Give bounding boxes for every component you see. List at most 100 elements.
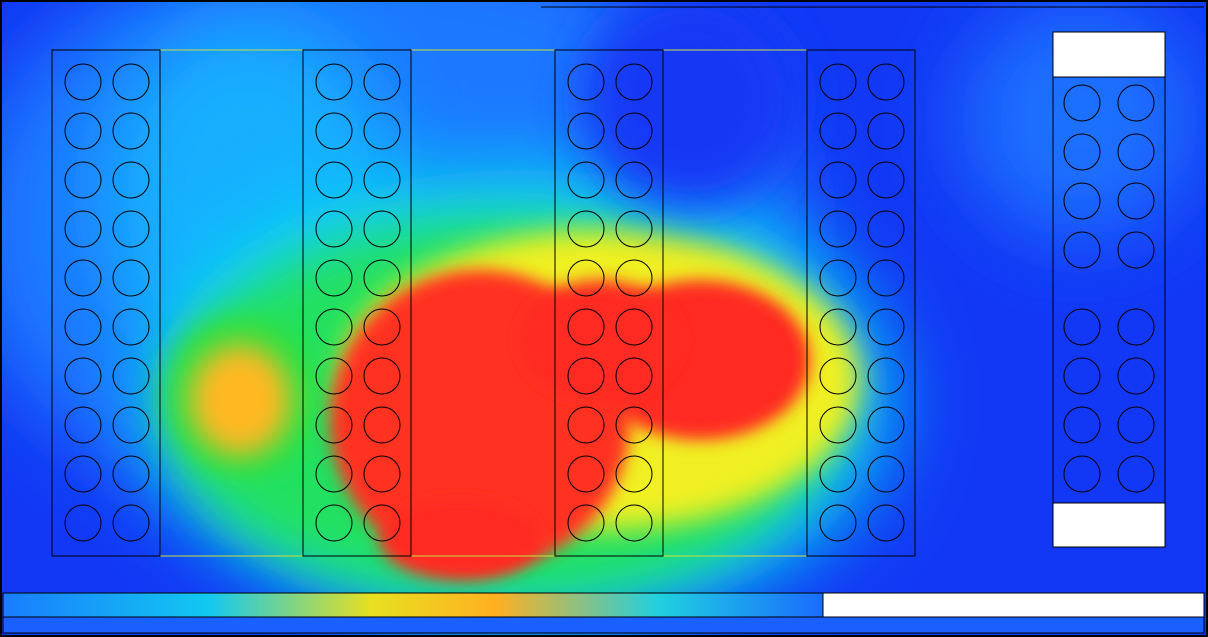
coil-block	[51, 49, 161, 557]
conductor	[819, 406, 857, 444]
conductor	[567, 112, 605, 150]
conductor	[615, 504, 653, 542]
conductor	[1117, 308, 1155, 346]
conductor	[363, 504, 401, 542]
conductor	[867, 161, 905, 199]
field-zone	[190, 345, 290, 455]
conductor	[867, 112, 905, 150]
coils	[51, 49, 1155, 557]
conductor	[819, 455, 857, 493]
conductor	[315, 357, 353, 395]
conductor	[112, 112, 150, 150]
conductor	[112, 308, 150, 346]
conductor	[819, 63, 857, 101]
conductor	[867, 259, 905, 297]
conductor	[567, 259, 605, 297]
conductor	[615, 455, 653, 493]
conductor	[819, 161, 857, 199]
conductor	[567, 210, 605, 248]
coil-block	[302, 49, 412, 557]
conductor	[1063, 406, 1101, 444]
conductor	[819, 112, 857, 150]
conductor	[1117, 182, 1155, 220]
conductor	[867, 406, 905, 444]
coil-block	[806, 49, 916, 557]
right-block-cap	[1052, 31, 1166, 78]
conductor	[1117, 357, 1155, 395]
conductor	[615, 210, 653, 248]
conductor	[363, 210, 401, 248]
conductor	[615, 161, 653, 199]
conductor	[64, 406, 102, 444]
base	[2, 616, 1205, 634]
conductor	[315, 259, 353, 297]
conductor	[112, 259, 150, 297]
conductor	[64, 308, 102, 346]
conductor	[819, 308, 857, 346]
conductor	[64, 161, 102, 199]
field-zone	[580, 0, 800, 210]
conductor	[1063, 308, 1101, 346]
conductor	[1117, 455, 1155, 493]
conductor	[315, 504, 353, 542]
conductor	[64, 455, 102, 493]
conductor	[1063, 133, 1101, 171]
conductor	[363, 406, 401, 444]
conductor	[1063, 455, 1101, 493]
conductor	[1063, 231, 1101, 269]
conductor	[112, 357, 150, 395]
bottom-strip-blank	[822, 592, 1205, 618]
conductor	[112, 504, 150, 542]
conductor	[867, 63, 905, 101]
conductor	[867, 455, 905, 493]
conductor	[363, 455, 401, 493]
conductor	[567, 63, 605, 101]
conductor	[64, 63, 102, 101]
conductor	[64, 259, 102, 297]
conductor	[64, 357, 102, 395]
conductor	[867, 308, 905, 346]
conductor	[615, 259, 653, 297]
conductor	[64, 210, 102, 248]
conductor	[1063, 84, 1101, 122]
conductor	[315, 308, 353, 346]
conductor	[315, 210, 353, 248]
conductor	[615, 357, 653, 395]
conductor	[363, 259, 401, 297]
conductor	[363, 63, 401, 101]
conductor	[363, 112, 401, 150]
conductor	[64, 112, 102, 150]
conductor	[819, 259, 857, 297]
conductor	[567, 308, 605, 346]
conductor	[1063, 182, 1101, 220]
conductor	[112, 63, 150, 101]
conductor	[363, 308, 401, 346]
coil-block	[554, 49, 664, 557]
field-zone	[520, 280, 680, 400]
conductor	[615, 308, 653, 346]
conductor	[112, 210, 150, 248]
conductor	[1117, 231, 1155, 269]
conductor	[819, 210, 857, 248]
conductor	[1117, 84, 1155, 122]
conductor	[315, 63, 353, 101]
conductor	[112, 455, 150, 493]
conductor	[615, 63, 653, 101]
conductor	[567, 504, 605, 542]
conductor	[363, 161, 401, 199]
conductor	[64, 504, 102, 542]
conductor	[867, 357, 905, 395]
conductor	[819, 357, 857, 395]
conductor	[315, 161, 353, 199]
right-block-cap	[1052, 502, 1166, 548]
conductor	[819, 504, 857, 542]
conductor	[567, 161, 605, 199]
conductor	[315, 455, 353, 493]
conductor	[112, 406, 150, 444]
conductor	[567, 455, 605, 493]
conductor	[867, 210, 905, 248]
bottom-strip	[2, 592, 824, 618]
conductor	[867, 504, 905, 542]
